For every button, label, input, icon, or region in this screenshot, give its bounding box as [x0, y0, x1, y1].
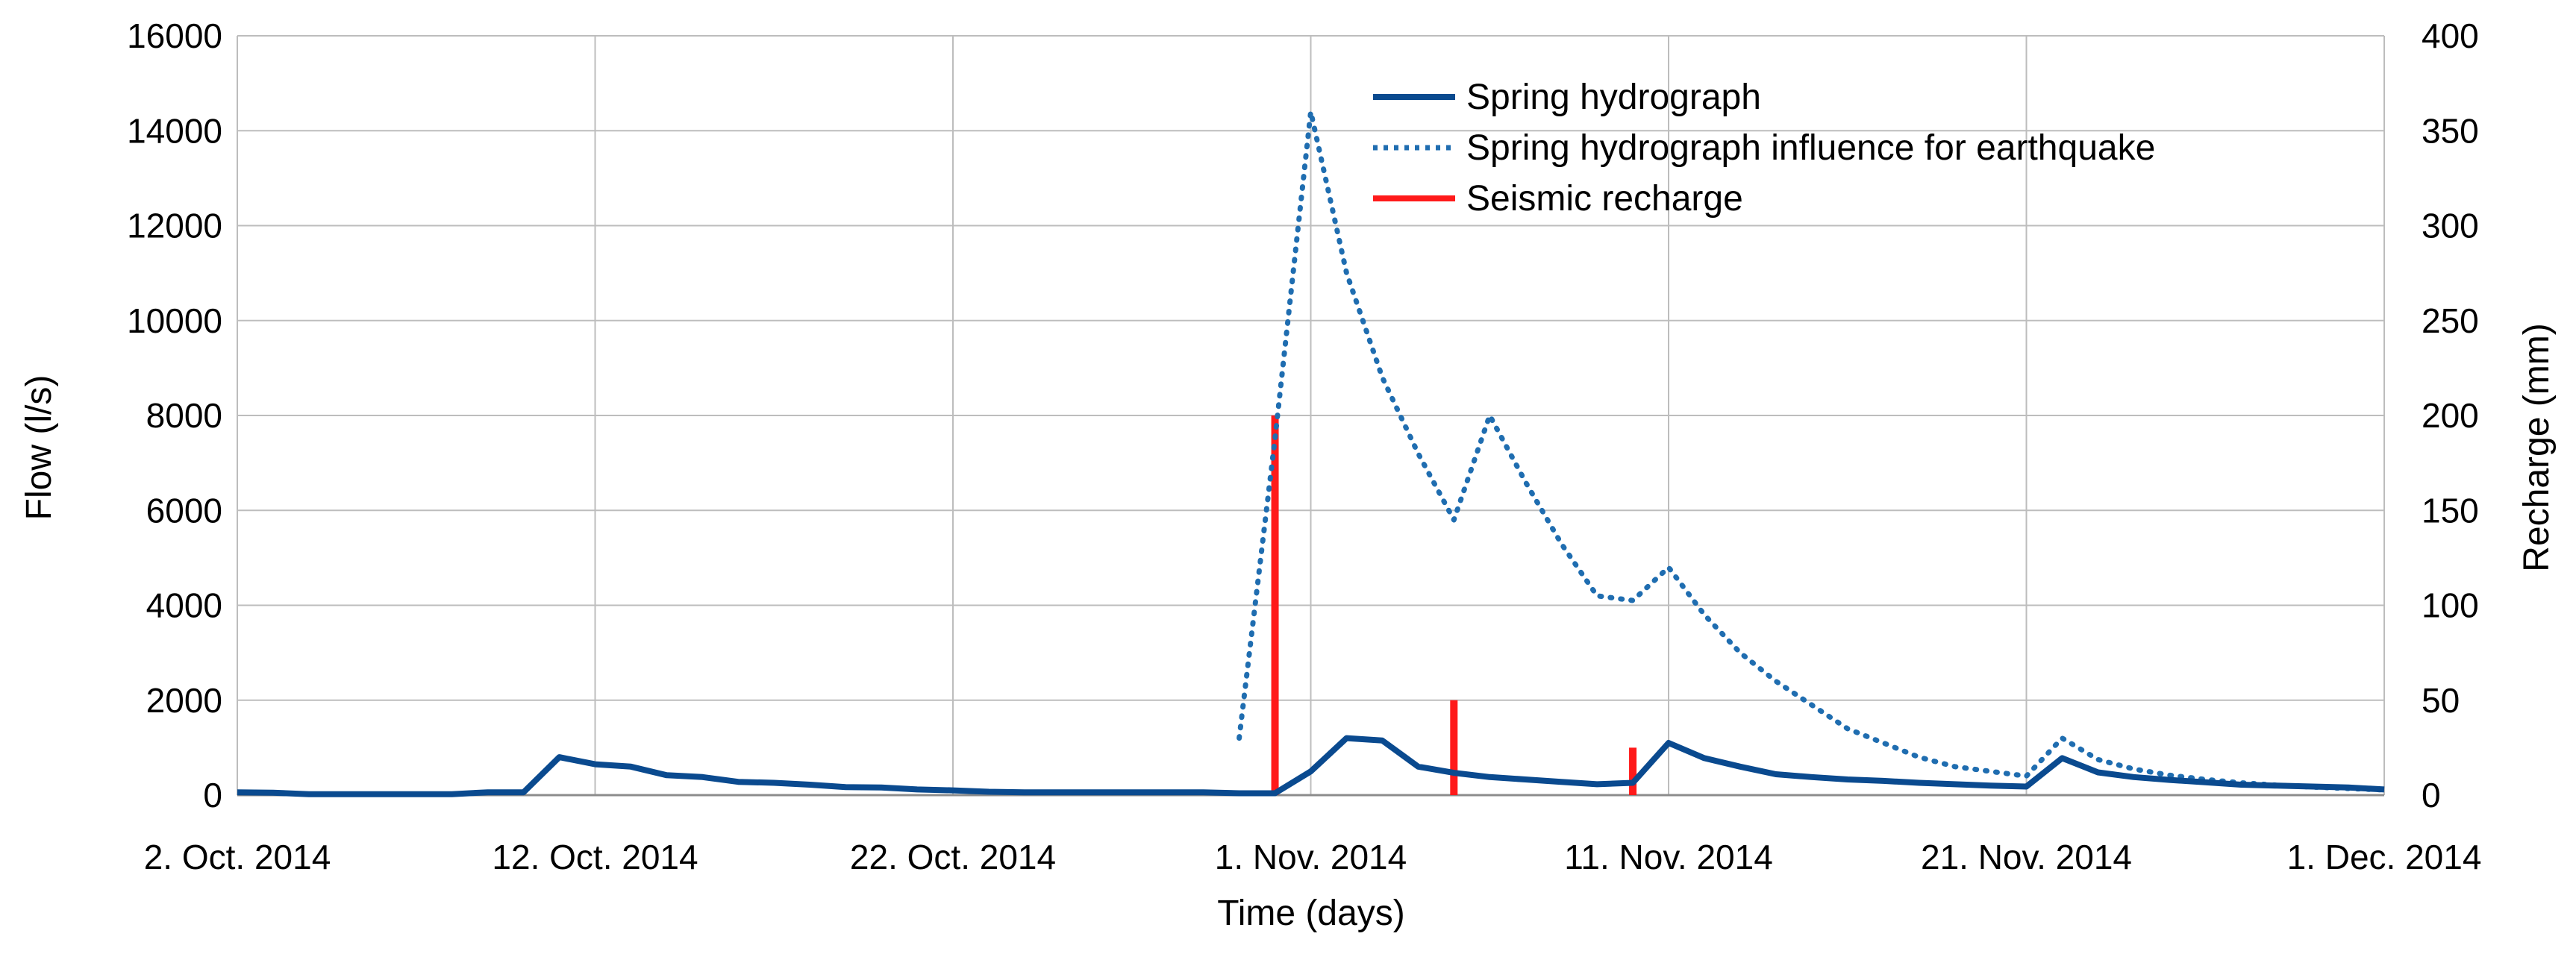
x-tick-label: 22. Oct. 2014: [850, 838, 1056, 876]
legend-label-earthquake-influence: Spring hydrograph influence for earthqua…: [1466, 128, 2155, 168]
y-tick-label-right: 400: [2422, 16, 2479, 55]
y-tick-label-left: 2000: [146, 681, 222, 720]
legend-label-seismic-recharge: Seismic recharge: [1466, 179, 1743, 219]
x-axis-title: Time (days): [1217, 894, 1405, 933]
y-tick-label-left: 12000: [127, 207, 222, 245]
y-tick-label-left: 8000: [146, 396, 222, 435]
y-tick-labels-right: 0 50 100 150 200 250 300 350 400: [2422, 16, 2479, 815]
y-tick-label-right: 100: [2422, 586, 2479, 625]
x-tick-label: 1. Dec. 2014: [2287, 838, 2482, 876]
y-tick-label-right: 50: [2422, 681, 2460, 720]
y-tick-label-left: 0: [203, 776, 222, 815]
y-tick-label-left: 10000: [127, 301, 222, 340]
y-tick-label-left: 16000: [127, 16, 222, 55]
x-tick-labels: 2. Oct. 2014 12. Oct. 2014 22. Oct. 2014 1.…: [144, 838, 2482, 876]
series-line-earthquake-influence: [1237, 109, 2387, 793]
y-tick-label-left: 14000: [127, 111, 222, 150]
x-tick-label: 11. Nov. 2014: [1564, 838, 1773, 876]
y-tick-label-right: 350: [2422, 111, 2479, 150]
y-axis-title-right: Recharge (mm): [2517, 323, 2557, 571]
x-tick-label: 2. Oct. 2014: [144, 838, 331, 876]
x-tick-label: 1. Nov. 2014: [1215, 838, 1407, 876]
legend: Spring hydrograph Spring hydrograph infl…: [1373, 78, 2155, 219]
y-tick-label-right: 300: [2422, 207, 2479, 245]
recharge-bars: [1271, 415, 1637, 795]
legend-label-spring-hydrograph: Spring hydrograph: [1466, 78, 1761, 117]
grid: [237, 35, 2385, 797]
x-tick-label: 21. Nov. 2014: [1921, 838, 2132, 876]
y-axis-title-left: Flow (l/s): [19, 375, 59, 521]
y-tick-label-left: 4000: [146, 586, 222, 625]
y-tick-label-left: 6000: [146, 491, 222, 530]
series-line-spring-hydrograph: [237, 735, 2385, 797]
y-tick-label-right: 200: [2422, 396, 2479, 435]
y-tick-label-right: 250: [2422, 301, 2479, 340]
series-lines: [237, 109, 2387, 797]
x-tick-label: 12. Oct. 2014: [492, 838, 698, 876]
y-tick-label-right: 150: [2422, 491, 2479, 530]
y-tick-labels-left: 0 2000 4000 6000 8000 10000 12000 14000 16000: [127, 16, 222, 815]
y-tick-label-right: 0: [2422, 776, 2441, 815]
